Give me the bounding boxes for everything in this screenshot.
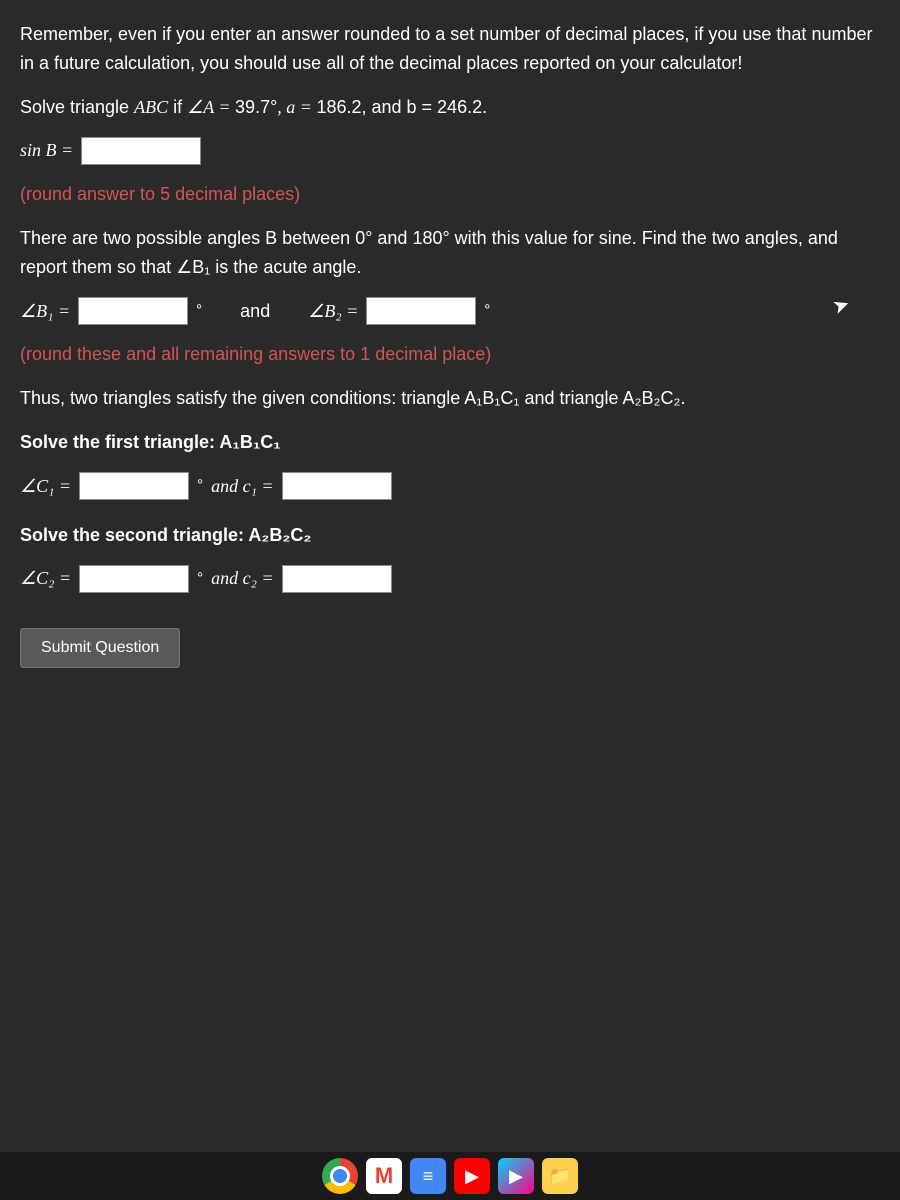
b1-degree: °: [196, 299, 202, 323]
and-separator-1: and: [240, 297, 270, 326]
if-text: if: [168, 97, 187, 117]
chrome-icon[interactable]: [322, 1158, 358, 1194]
b1-label: ∠B₁ =: [20, 297, 70, 326]
c2-degree: °: [197, 567, 203, 591]
c2-row: ∠C₂ = ° and c₂ =: [20, 564, 880, 593]
conclusion-text: Thus, two triangles satisfy the given co…: [20, 384, 880, 413]
b1-input[interactable]: [78, 297, 188, 325]
angles-prose: There are two possible angles B between …: [20, 224, 880, 282]
b2-input[interactable]: [366, 297, 476, 325]
c1-angle-input[interactable]: [79, 472, 189, 500]
c2-angle-label: ∠C₂ =: [20, 564, 71, 593]
files-icon[interactable]: 📁: [542, 1158, 578, 1194]
docs-icon[interactable]: ≡: [410, 1158, 446, 1194]
problem-prefix: Solve triangle: [20, 97, 134, 117]
first-triangle-title: Solve the first triangle: A₁B₁C₁: [20, 428, 880, 457]
taskbar: M ≡ ▶ ▶ 📁: [0, 1152, 900, 1200]
a-value: 186.2: [316, 97, 361, 117]
and-c2-label: and c₂ =: [211, 564, 273, 593]
hint-5-decimal: (round answer to 5 decimal places): [20, 180, 880, 209]
gmail-icon[interactable]: M: [366, 1158, 402, 1194]
play-store-icon[interactable]: ▶: [498, 1158, 534, 1194]
and-c1-label: and c₁ =: [211, 472, 273, 501]
angle-a-label: ∠A =: [187, 97, 235, 117]
and-b: , and b =: [361, 97, 437, 117]
triangle-name: ABC: [134, 97, 168, 117]
b-value: 246.2: [437, 97, 482, 117]
c1-degree: °: [197, 474, 203, 498]
b-angles-row: ∠B₁ = ° and ∠B₂ = °: [20, 297, 880, 326]
hint-1-decimal: (round these and all remaining answers t…: [20, 340, 880, 369]
b2-degree: °: [484, 299, 490, 323]
a-label: , a =: [277, 97, 316, 117]
period: .: [482, 97, 487, 117]
angle-a-value: 39.7°: [235, 97, 277, 117]
c2-side-input[interactable]: [282, 565, 392, 593]
sin-b-input[interactable]: [81, 137, 201, 165]
sin-b-label: sin B =: [20, 136, 73, 165]
youtube-icon[interactable]: ▶: [454, 1158, 490, 1194]
submit-button[interactable]: Submit Question: [20, 628, 180, 668]
intro-text: Remember, even if you enter an answer ro…: [20, 20, 880, 78]
second-triangle-title: Solve the second triangle: A₂B₂C₂: [20, 521, 880, 550]
c1-angle-label: ∠C₁ =: [20, 472, 71, 501]
problem-statement: Solve triangle ABC if ∠A = 39.7°, a = 18…: [20, 93, 880, 122]
c1-side-input[interactable]: [282, 472, 392, 500]
b2-label: ∠B₂ =: [308, 297, 358, 326]
sin-b-row: sin B =: [20, 136, 880, 165]
c2-angle-input[interactable]: [79, 565, 189, 593]
c1-row: ∠C₁ = ° and c₁ =: [20, 472, 880, 501]
